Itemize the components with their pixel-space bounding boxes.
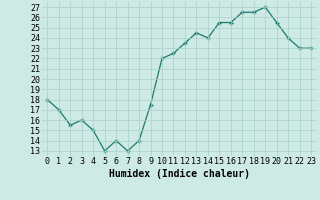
X-axis label: Humidex (Indice chaleur): Humidex (Indice chaleur) [109,169,250,179]
